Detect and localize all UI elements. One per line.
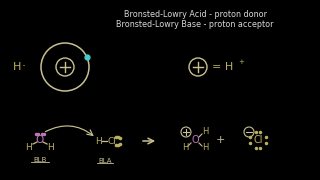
Text: +: + <box>215 135 225 145</box>
Text: Bronsted-Lowry Base - proton acceptor: Bronsted-Lowry Base - proton acceptor <box>116 20 274 29</box>
Text: ·: · <box>22 60 26 73</box>
Text: BLB: BLB <box>33 157 47 163</box>
Text: Cl: Cl <box>108 136 116 145</box>
Text: O: O <box>191 135 199 145</box>
Text: H: H <box>202 127 208 136</box>
Text: H: H <box>95 136 101 145</box>
Text: H: H <box>13 62 21 72</box>
Text: H: H <box>182 143 188 152</box>
Text: Cl: Cl <box>253 135 263 145</box>
Text: BLA: BLA <box>98 158 112 164</box>
Text: +: + <box>238 59 244 65</box>
Text: = H: = H <box>212 62 233 72</box>
Text: O: O <box>36 135 44 145</box>
Text: H: H <box>202 143 208 152</box>
Text: H: H <box>26 143 32 152</box>
Text: Bronsted-Lowry Acid - proton donor: Bronsted-Lowry Acid - proton donor <box>124 10 267 19</box>
Text: H: H <box>48 143 54 152</box>
